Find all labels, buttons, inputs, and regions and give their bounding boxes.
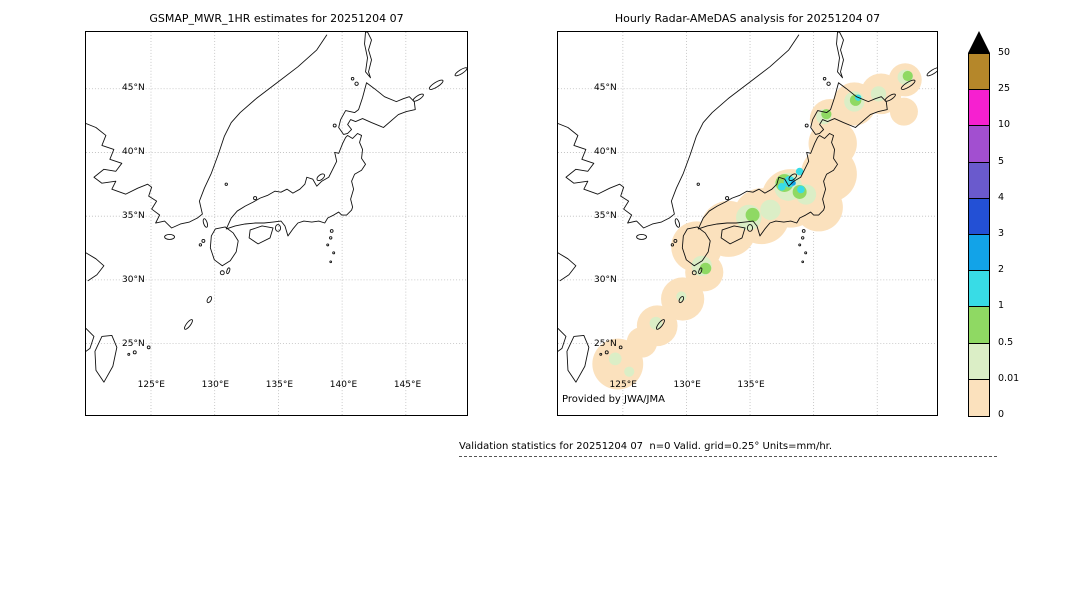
colorbar-segment-0-0.01 [969,379,989,416]
colorbar-segment-3-4 [969,198,989,235]
lat-lon-grid [86,32,467,415]
colorbar-tick-label: 10 [998,119,1011,131]
lon-tick-label: 135°E [265,380,294,390]
lon-tick-label: 125°E [609,380,637,390]
right-panel-title: Hourly Radar-AMeDAS analysis for 2025120… [614,12,881,25]
lon-tick-label: 130°E [673,380,701,390]
radar-amedas-map-svg [558,32,937,415]
lat-tick-label: 45°N [594,83,617,93]
colorbar-bar [968,53,990,417]
colorbar-segment-10-25 [969,90,989,127]
lat-tick-label: 35°N [594,211,617,222]
colorbar-segment-25-50 [969,54,989,91]
colorbar-segment-0.5-1 [969,307,989,344]
colorbar-tick-label: 3 [998,228,1005,239]
precipitation-shading [592,63,922,390]
colorbar-tick-label: 0 [998,409,1005,420]
lat-tick-label: 35°N [122,211,145,222]
colorbar-tick-label: 2 [998,264,1005,276]
lon-tick-label: 125°E [137,380,165,390]
lon-tick-label: 145°E [393,380,422,390]
colorbar-tick-label: 5 [998,155,1005,167]
left-panel-title: GSMAP_MWR_1HR estimates for 20251204 07 [149,12,404,25]
colorbar-tick-label: 4 [998,191,1005,203]
colorbar-tick-label: 50 [998,47,1011,58]
colorbar-tick-label: 25 [998,83,1011,95]
lat-tick-label: 45°N [122,83,145,93]
colorbar-segment-5-10 [969,126,989,163]
colorbar-segment-1-2 [969,271,989,308]
colorbar-tick-label: 1 [998,300,1005,312]
data-credit: Provided by JWA/JMA [562,394,665,405]
gsmap-map-svg [86,32,467,415]
gsmap-map-panel: 25°N 30°N 35°N 40°N 45°N 125°E 130°E 135°E 140°E… [85,31,468,416]
lat-tick-label: 30°N [122,275,145,286]
lon-tick-label: 130°E [201,380,230,390]
lat-tick-label: 25°N [122,339,145,350]
lat-tick-label: 25°N [594,339,617,350]
colorbar-segment-0.01-0.5 [969,343,989,380]
radar-amedas-map-panel: Provided by JWA/JMA 25°N 30°N 35°N 40°N 45°N… [557,31,938,416]
lat-tick-label: 30°N [594,275,617,286]
colorbar-tick-label: 0.5 [998,336,1014,348]
lat-tick-label: 40°N [594,147,617,158]
colorbar-segment-4-5 [969,162,989,199]
lon-tick-label: 135°E [737,380,765,390]
colorbar: 50 25 10 5 4 3 2 1 0.5 0.01 0 [968,31,1038,426]
lat-tick-label: 40°N [122,147,145,158]
lon-tick-label: 140°E [329,380,358,390]
divider-dashed-line [459,456,997,457]
colorbar-overflow-triangle-icon [968,31,990,53]
validation-statistics-text: Validation statistics for 20251204 07 n=… [459,441,833,452]
colorbar-segment-2-3 [969,234,989,272]
colorbar-tick-label: 0.01 [998,372,1020,384]
